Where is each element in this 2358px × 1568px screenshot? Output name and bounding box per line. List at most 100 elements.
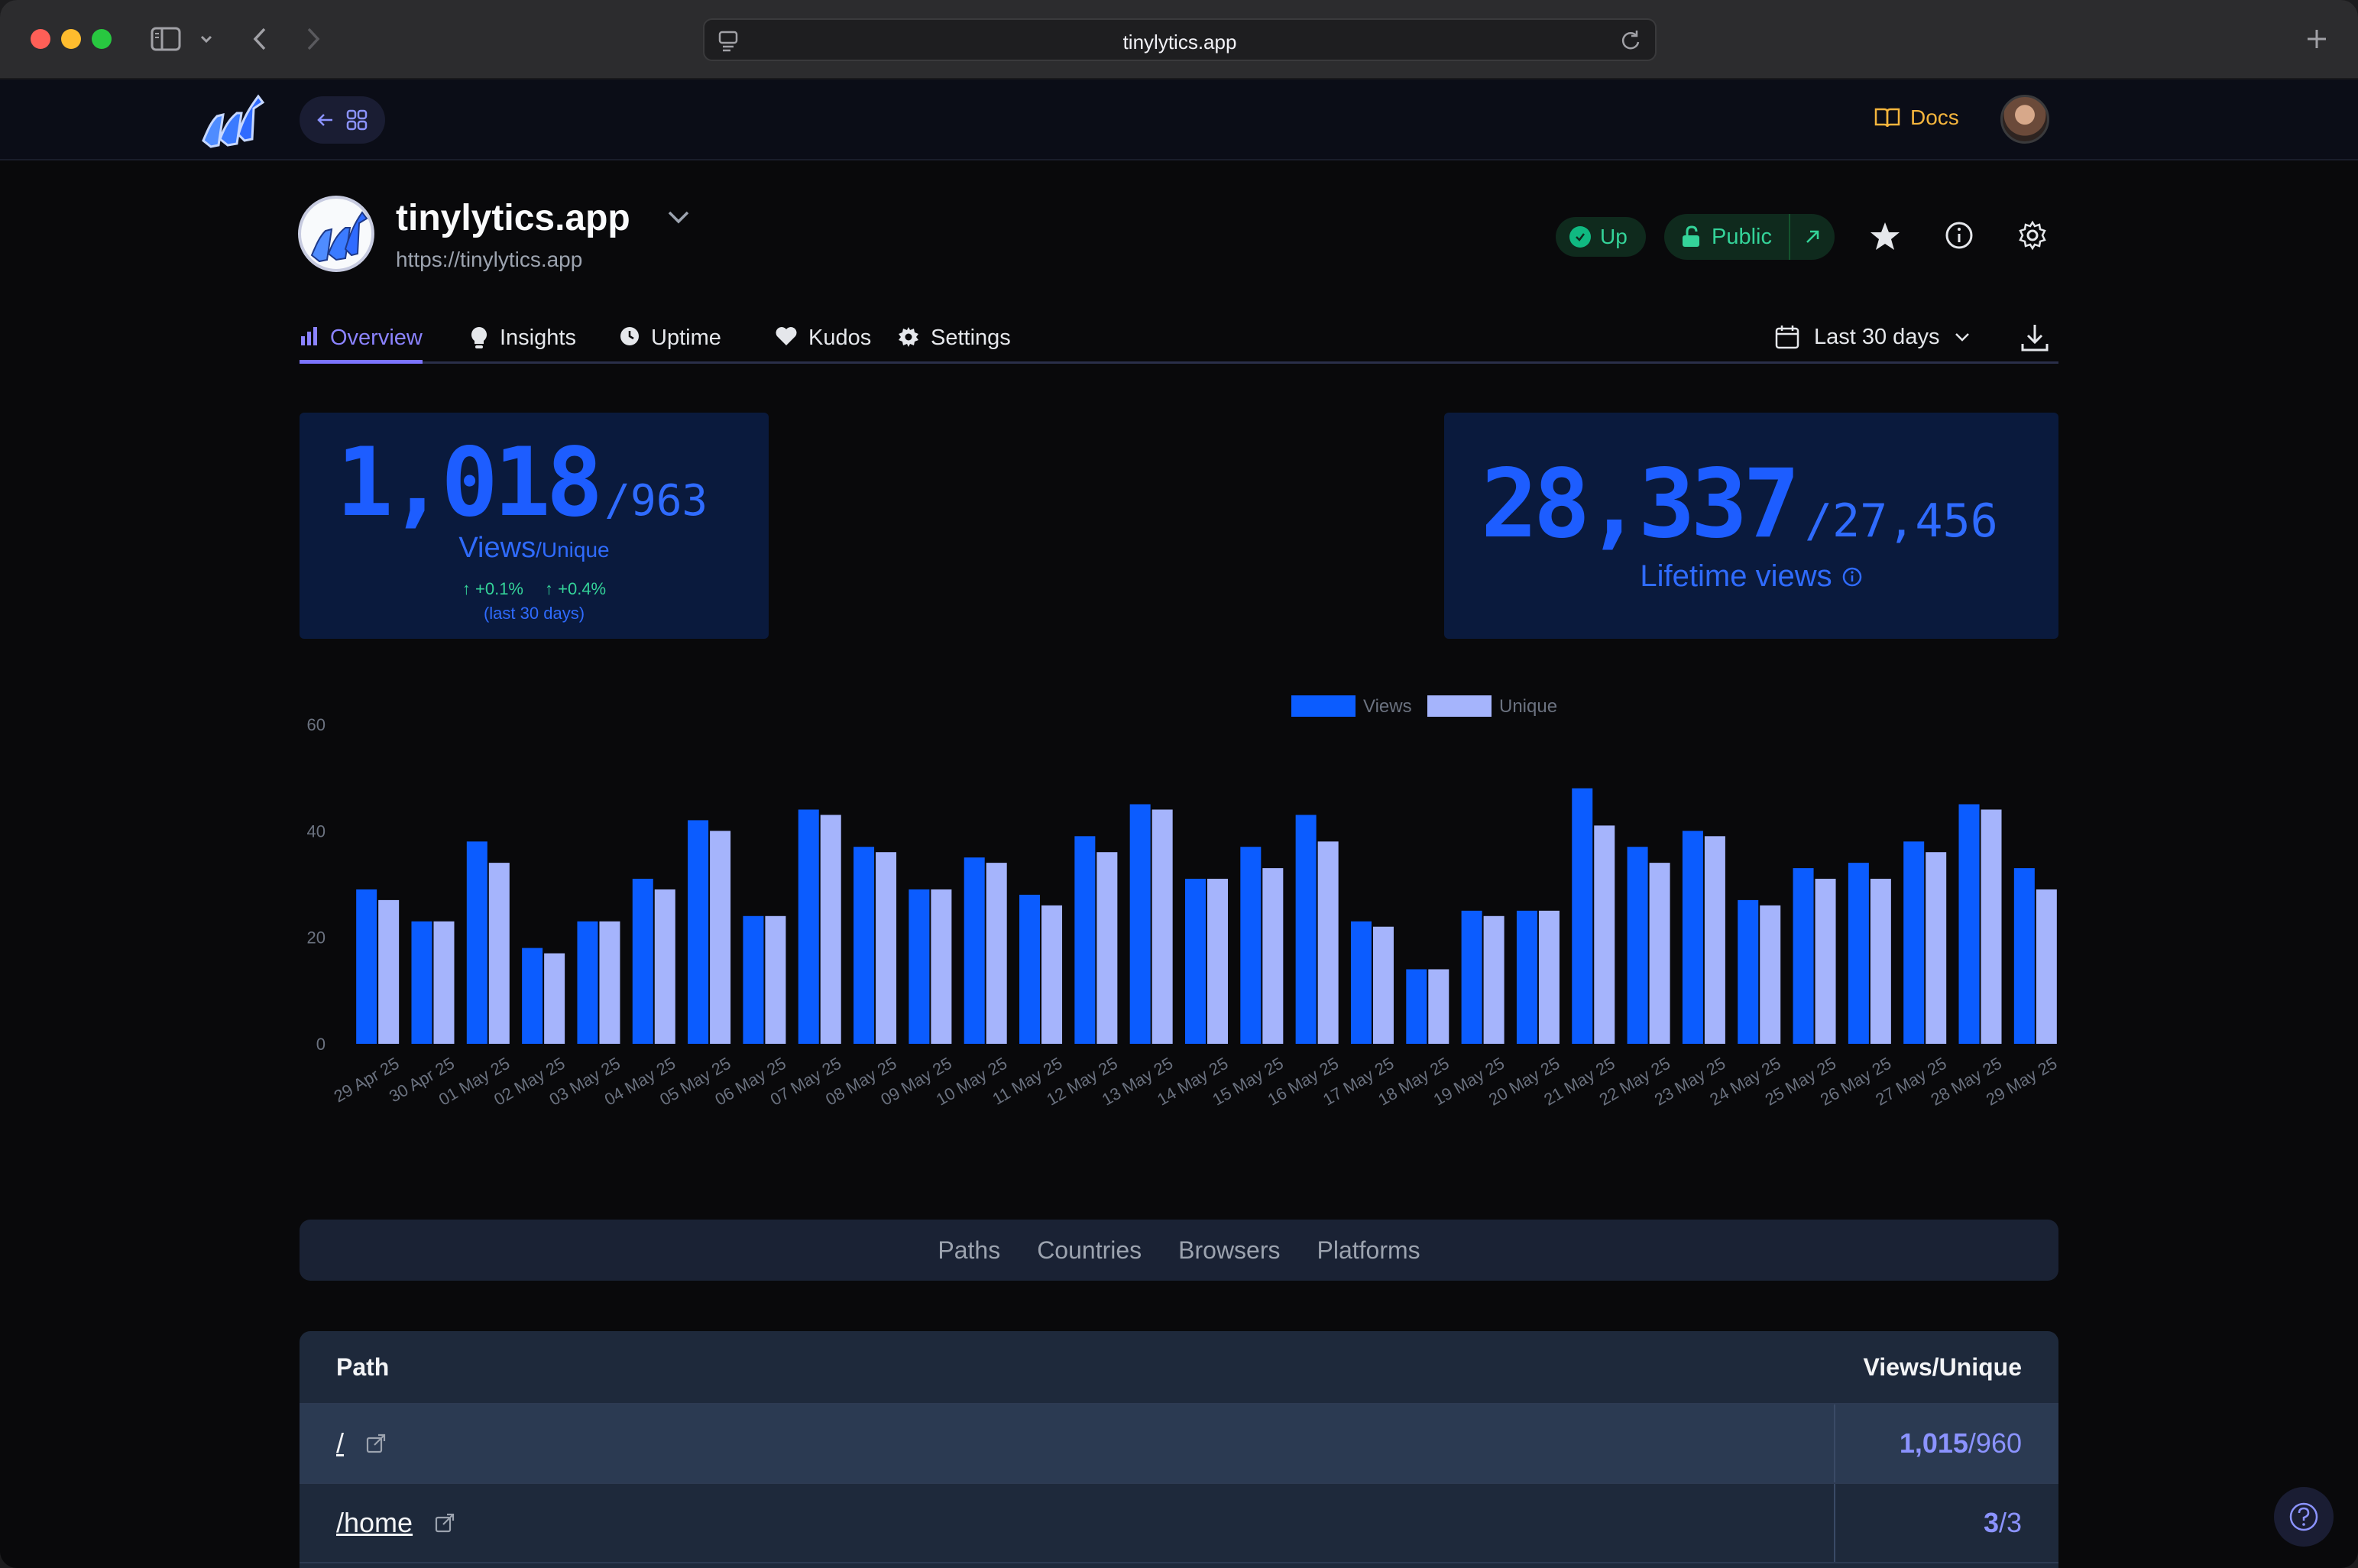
zoom-window-button[interactable] xyxy=(92,29,112,49)
address-bar[interactable]: tinylytics.app xyxy=(703,18,1657,61)
legend-label: Views xyxy=(1363,696,1412,717)
info-icon[interactable] xyxy=(1841,566,1863,588)
star-icon[interactable] xyxy=(1869,220,1901,256)
docs-label: Docs xyxy=(1910,105,1959,129)
lifetime-views-count: 28,337 xyxy=(1481,449,1800,559)
bar-unique xyxy=(1760,905,1781,1044)
public-dashboard-toggle[interactable]: Public xyxy=(1664,214,1835,260)
user-avatar[interactable] xyxy=(2000,95,2049,144)
help-button[interactable] xyxy=(2274,1487,2334,1547)
visibility-label: Public xyxy=(1712,224,1772,249)
calendar-icon xyxy=(1775,326,1799,349)
bar-unique xyxy=(710,831,731,1044)
sidebar-toggle-icon[interactable] xyxy=(148,21,183,57)
arrow-up-icon: ↑ xyxy=(462,579,471,598)
reload-icon[interactable] xyxy=(1620,29,1641,56)
bar-views xyxy=(798,809,819,1044)
bar-unique xyxy=(1594,825,1615,1044)
external-link-icon[interactable] xyxy=(434,1512,455,1534)
bar-unique xyxy=(1649,863,1670,1044)
tab-label: Overview xyxy=(330,326,423,350)
tab-label: Kudos xyxy=(808,326,872,350)
path-link[interactable]: / xyxy=(336,1427,345,1459)
bar-views xyxy=(1461,910,1482,1044)
bar-views xyxy=(577,921,598,1044)
breakdown-tab-browsers[interactable]: Browsers xyxy=(1178,1236,1281,1264)
bar-unique xyxy=(2036,889,2057,1044)
close-window-button[interactable] xyxy=(31,29,50,49)
bar-views xyxy=(1406,969,1427,1044)
tinylytics-logo[interactable] xyxy=(197,86,266,154)
bar-views xyxy=(1074,836,1096,1044)
bar-unique xyxy=(1317,841,1339,1044)
tab-kudos[interactable]: Kudos xyxy=(775,315,871,364)
views-label: Views/Unique xyxy=(458,532,610,564)
bar-views xyxy=(1793,868,1814,1044)
uptime-status-badge[interactable]: Up xyxy=(1556,217,1646,257)
y-tick-label: 0 xyxy=(316,1035,326,1054)
tab-uptime[interactable]: Uptime xyxy=(619,315,721,364)
download-icon[interactable] xyxy=(2020,322,2049,357)
bar-views xyxy=(356,889,377,1044)
lifetime-label: Lifetime views xyxy=(1444,559,2058,594)
bar-unique xyxy=(1483,915,1505,1044)
bar-views xyxy=(1295,815,1317,1044)
bar-unique xyxy=(544,953,565,1044)
bar-unique xyxy=(1981,809,2002,1044)
breakdown-tab-platforms[interactable]: Platforms xyxy=(1317,1236,1420,1264)
path-link[interactable]: /home xyxy=(336,1507,413,1538)
bar-unique xyxy=(765,915,786,1044)
new-tab-icon[interactable] xyxy=(2301,21,2332,57)
bar-views xyxy=(964,857,985,1044)
bar-unique xyxy=(1207,879,1228,1044)
breakdown-tabs: Paths Countries Browsers Platforms xyxy=(300,1220,2058,1281)
minimize-window-button[interactable] xyxy=(61,29,81,49)
bar-views xyxy=(1738,899,1759,1044)
bar-chart-icon xyxy=(301,327,317,345)
bar-unique xyxy=(1041,905,1063,1044)
site-url[interactable]: https://tinylytics.app xyxy=(396,248,583,271)
info-icon[interactable] xyxy=(1944,220,1974,254)
book-icon xyxy=(1874,108,1900,128)
bar-views xyxy=(1682,831,1703,1044)
column-header-path: Path xyxy=(336,1353,390,1381)
breakdown-tab-paths[interactable]: Paths xyxy=(938,1236,1001,1264)
legend-swatch xyxy=(1427,695,1492,717)
table-row[interactable]: /home 3/3 xyxy=(300,1484,2058,1563)
bar-unique xyxy=(1815,879,1836,1044)
open-public-link-icon[interactable] xyxy=(1790,228,1835,246)
heart-icon xyxy=(776,327,797,345)
settings-gear-icon[interactable] xyxy=(2017,220,2048,254)
unique-count: /963 xyxy=(604,476,708,526)
tab-label: Settings xyxy=(931,326,1011,350)
period-note: (last 30 days) xyxy=(483,604,585,623)
tab-overview[interactable]: Overview xyxy=(300,315,423,364)
breakdown-tab-countries[interactable]: Countries xyxy=(1037,1236,1142,1264)
table-row[interactable]: / 1,015/960 xyxy=(300,1404,2058,1484)
bar-views xyxy=(1627,847,1648,1044)
docs-link[interactable]: Docs xyxy=(1874,105,1959,130)
page-settings-icon[interactable] xyxy=(718,31,738,56)
bar-views xyxy=(688,820,709,1044)
back-to-sites-button[interactable] xyxy=(300,96,385,144)
site-switcher-chevron-icon[interactable] xyxy=(665,208,692,230)
back-icon[interactable] xyxy=(246,21,274,57)
views-count: 1,018 xyxy=(336,428,603,538)
date-range-picker[interactable]: Last 30 days xyxy=(1774,324,1971,350)
forward-icon[interactable] xyxy=(300,21,327,57)
bar-views xyxy=(909,889,930,1044)
bar-unique xyxy=(654,889,675,1044)
views-change: ↑ +0.1% xyxy=(462,579,523,598)
bar-views xyxy=(522,948,543,1044)
bar-unique xyxy=(931,889,952,1044)
external-link-icon[interactable] xyxy=(365,1433,387,1454)
tab-settings[interactable]: Settings xyxy=(897,315,1011,364)
date-range-label: Last 30 days xyxy=(1814,324,1940,349)
tab-insights[interactable]: Insights xyxy=(469,315,576,364)
browser-toolbar: tinylytics.app xyxy=(0,0,2358,79)
arrow-left-icon xyxy=(317,114,332,126)
tab-group-chevron-icon[interactable] xyxy=(197,21,215,57)
check-circle-icon xyxy=(1569,226,1591,248)
